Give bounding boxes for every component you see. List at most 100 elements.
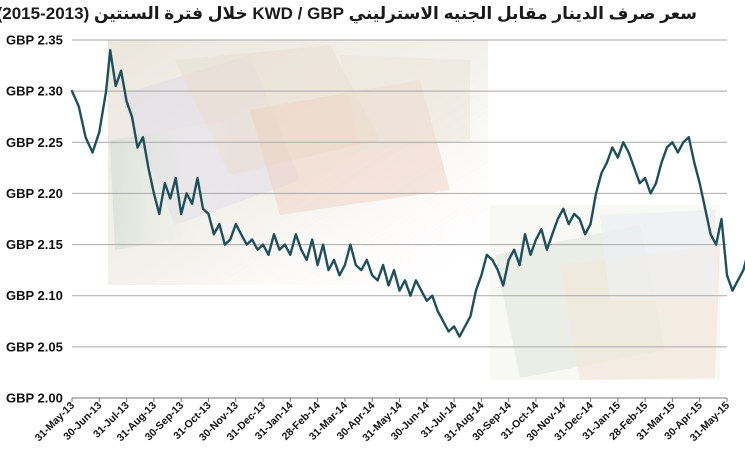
data-point (354, 264, 357, 266)
data-point (256, 248, 259, 251)
data-point (546, 248, 548, 251)
data-point (442, 320, 445, 323)
data-point (305, 259, 308, 261)
data-point (573, 213, 576, 215)
data-point (535, 238, 537, 241)
data-point (393, 269, 395, 271)
data-point (91, 151, 94, 154)
y-tick-label: GBP 2.30 (6, 84, 63, 99)
data-point (551, 233, 554, 236)
data-point (447, 330, 450, 333)
data-point (327, 269, 330, 271)
data-point (600, 172, 603, 174)
data-point (595, 192, 597, 195)
data-point (660, 161, 663, 164)
data-point (322, 243, 324, 246)
data-point (436, 310, 439, 312)
data-point (213, 233, 215, 236)
data-point (153, 192, 155, 195)
gridlines (72, 39, 727, 399)
data-point (633, 167, 636, 169)
data-point (584, 233, 586, 236)
data-point (387, 284, 390, 287)
data-point (682, 141, 685, 144)
data-point (333, 259, 335, 261)
data-point (125, 100, 128, 103)
data-point (191, 202, 194, 205)
data-point (120, 69, 122, 72)
data-point (207, 213, 210, 215)
data-point (677, 151, 679, 154)
data-point (720, 218, 723, 220)
data-point (382, 264, 384, 266)
data-point (338, 274, 341, 277)
data-point (289, 253, 292, 256)
data-point (524, 233, 526, 236)
chart-title: سعر صرف الدينار مقابل الجنيه الاسترليني … (0, 4, 697, 23)
data-point (737, 279, 739, 282)
data-point (415, 279, 417, 282)
data-point (180, 213, 183, 215)
data-point (589, 223, 592, 226)
y-axis: GBP 2.35 GBP 2.30 GBP 2.25 GBP 2.20 GBP 2.15… (6, 33, 63, 406)
data-point (404, 279, 406, 282)
data-point (218, 223, 221, 226)
data-point (638, 182, 641, 185)
data-point (475, 289, 477, 292)
data-point (513, 248, 515, 251)
data-point (529, 253, 532, 256)
data-point (158, 213, 161, 215)
data-point (693, 161, 696, 164)
data-point (709, 233, 712, 236)
data-point (294, 233, 297, 236)
data-point (480, 274, 483, 277)
data-point (278, 248, 281, 251)
data-point (245, 243, 248, 246)
banknote-background-image (108, 40, 720, 380)
data-point (84, 136, 87, 139)
data-point (284, 243, 286, 246)
data-point (311, 238, 314, 241)
data-point (273, 233, 275, 236)
data-point (147, 167, 150, 169)
data-point (453, 325, 455, 328)
series-layer (70, 49, 745, 338)
data-point (409, 294, 412, 297)
y-tick-label: GBP 2.20 (6, 186, 63, 201)
data-point (655, 182, 657, 185)
data-point (562, 207, 565, 210)
data-point (627, 151, 630, 154)
data-point (169, 197, 172, 200)
data-point (131, 115, 133, 118)
y-tick-label: GBP 2.35 (6, 33, 63, 48)
data-point (251, 238, 254, 241)
data-point (616, 156, 619, 159)
data-point (606, 161, 608, 164)
data-point (742, 269, 745, 271)
data-point (496, 269, 499, 271)
data-point (185, 192, 188, 195)
data-point (240, 233, 243, 236)
y-tick-label: GBP 2.25 (6, 135, 63, 150)
x-axis: 31-May-1330-Jun-1331-Jul-1331-Aug-1330-S… (33, 397, 732, 444)
data-point (622, 141, 625, 144)
data-point (196, 177, 199, 180)
y-tick-label: GBP 2.00 (6, 391, 63, 406)
data-point (300, 248, 303, 251)
data-point (502, 284, 505, 287)
data-point (731, 289, 734, 292)
data-point (398, 289, 401, 292)
data-point (698, 182, 701, 185)
data-point (71, 90, 73, 92)
data-point (371, 274, 374, 277)
data-point (567, 223, 570, 226)
data-point (105, 90, 107, 92)
data-point (267, 253, 270, 256)
y-tick-label: GBP 2.15 (6, 237, 63, 252)
data-point (202, 207, 204, 210)
data-point (649, 192, 652, 195)
data-point (611, 146, 614, 149)
data-point (344, 264, 346, 266)
